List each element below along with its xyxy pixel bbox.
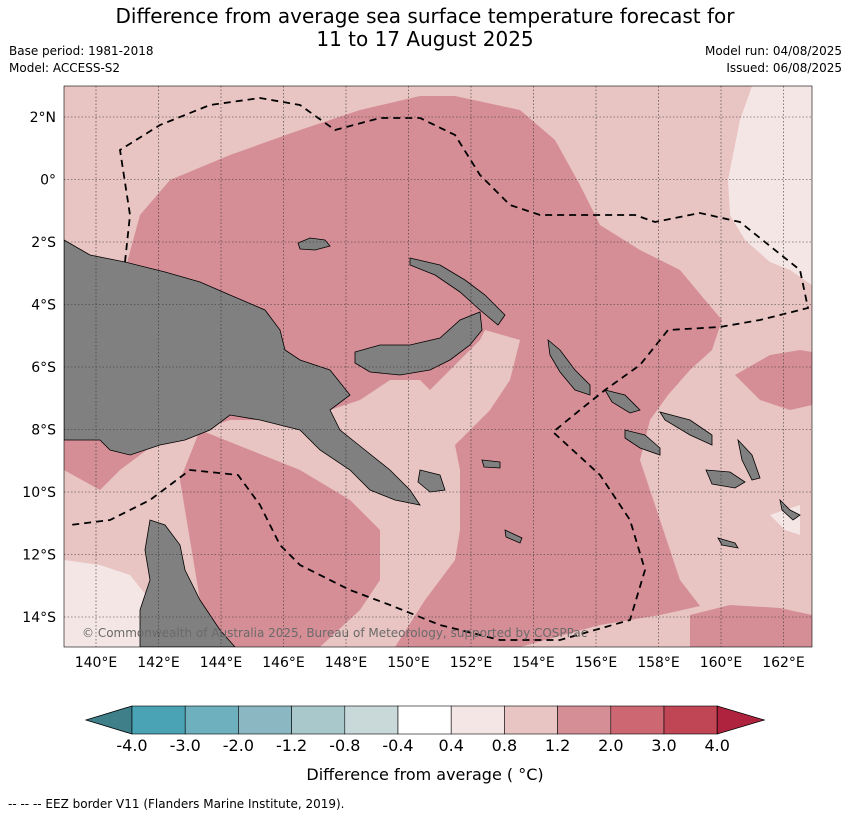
colorbar-tick: 0.4 [438, 736, 463, 755]
colorbar-tick: 0.8 [492, 736, 517, 755]
colorbar-tick: -0.4 [382, 736, 413, 755]
anomaly-band-0-8-1-2-tongue [420, 335, 520, 440]
longitude-tick-label: 146°E [262, 655, 305, 671]
longitude-tick-label: 148°E [325, 655, 368, 671]
issued-date: Issued: 06/08/2025 [726, 61, 842, 75]
colorbar-segment [291, 705, 346, 735]
colorbar-tick: -1.2 [276, 736, 307, 755]
colorbar-label: Difference from average ( °C) [306, 765, 543, 784]
land-new-guinea [64, 239, 421, 506]
colorbar-segment [504, 705, 558, 735]
land-makira [705, 469, 746, 489]
colorbar-tick: -3.0 [170, 736, 201, 755]
colorbar [84, 705, 766, 735]
colorbar-extend-low [84, 705, 133, 735]
land-rossel [504, 529, 523, 544]
colorbar-segment [344, 705, 399, 735]
longitude-tick-labels: 140°E 142°E 144°E 146°E 148°E 150°E 152°E 154°E… [75, 655, 805, 671]
eez-border-legend: -- -- -- EEZ border V11 (Flanders Marine… [8, 797, 345, 811]
longitude-tick-label: 144°E [200, 655, 243, 671]
land-dentrecasteaux [417, 469, 446, 493]
colorbar-segment [131, 705, 186, 735]
land-bougainville [547, 339, 591, 396]
longitude-tick-label: 162°E [762, 655, 805, 671]
land-cape-york [139, 519, 236, 647]
eez-borders [69, 97, 810, 641]
colorbar-tick: -0.8 [329, 736, 360, 755]
colorbar-tick: 4.0 [704, 736, 729, 755]
land-malaita [737, 438, 761, 481]
longitude-tick-label: 152°E [450, 655, 493, 671]
land-rennell [717, 537, 739, 549]
map-gridlines [64, 86, 812, 647]
anomaly-band-1-2-2-0-southeast [690, 605, 812, 647]
land-guadalcanal [624, 429, 661, 456]
longitude-tick-label: 158°E [637, 655, 680, 671]
latitude-tick-label: 2°N [30, 110, 56, 126]
longitude-tick-label: 154°E [512, 655, 555, 671]
colorbar-tick: 2.0 [598, 736, 623, 755]
longitude-tick-label: 156°E [575, 655, 618, 671]
base-period: Base period: 1981-2018 [9, 44, 154, 58]
latitude-tick-label: 6°S [31, 360, 56, 376]
land-new-britain [354, 311, 483, 376]
land-santa-isabel [659, 411, 713, 446]
anomaly-band-1-2-2-0-east [735, 350, 812, 410]
map-attribution: © Commonwealth of Australia 2025, Bureau… [82, 626, 587, 640]
colorbar-tick: -2.0 [223, 736, 254, 755]
latitude-tick-label: 12°S [22, 548, 56, 564]
model-name: Model: ACCESS-S2 [9, 61, 121, 75]
land-manus [297, 237, 331, 251]
latitude-tick-labels: 2°N 0° 2°S 4°S 6°S 8°S 10°S 12°S 14°S [22, 110, 56, 626]
colorbar-segment [663, 705, 718, 735]
colorbar-segment [610, 705, 665, 735]
latitude-tick-label: 8°S [31, 423, 56, 439]
colorbar-segment [184, 705, 239, 735]
longitude-tick-label: 150°E [387, 655, 430, 671]
colorbar-segment [238, 705, 292, 735]
latitude-tick-label: 4°S [31, 298, 56, 314]
land-choiseul [604, 389, 641, 414]
anomaly-band-1-2-2-0-coral-sea [180, 430, 380, 647]
anomaly-band-0-4-0-8-northeast [728, 86, 812, 285]
land-woodlark [481, 459, 501, 469]
land-new-ireland [409, 257, 506, 326]
latitude-tick-label: 2°S [31, 235, 56, 251]
chart-title-line2: 11 to 17 August 2025 [316, 27, 534, 51]
colorbar-tick: 3.0 [651, 736, 676, 755]
colorbar-segment [557, 705, 612, 735]
colorbar-tick: -4.0 [116, 736, 147, 755]
land-santa-cruz [779, 498, 801, 521]
longitude-tick-label: 160°E [700, 655, 743, 671]
map-frame [63, 85, 813, 648]
chart-title-line1: Difference from average sea surface temp… [115, 4, 735, 28]
colorbar-tick: 1.2 [545, 736, 570, 755]
anomaly-band-0-4-0-8-southwest [64, 560, 150, 647]
model-run-date: Model run: 04/08/2025 [704, 44, 842, 58]
colorbar-segment [450, 705, 505, 735]
longitude-tick-label: 142°E [137, 655, 180, 671]
colorbar-extend-high [716, 705, 766, 735]
colorbar-segment [397, 705, 452, 735]
latitude-tick-label: 14°S [22, 610, 56, 626]
map-area: © Commonwealth of Australia 2025, Bureau… [64, 86, 812, 647]
latitude-tick-label: 0° [40, 173, 56, 189]
latitude-tick-label: 10°S [22, 485, 56, 501]
colorbar-tick-labels: -4.0 -3.0 -2.0 -1.2 -0.8 -0.4 0.4 0.8 1.2 2.0 3.0 4… [116, 736, 730, 755]
longitude-tick-label: 140°E [75, 655, 118, 671]
